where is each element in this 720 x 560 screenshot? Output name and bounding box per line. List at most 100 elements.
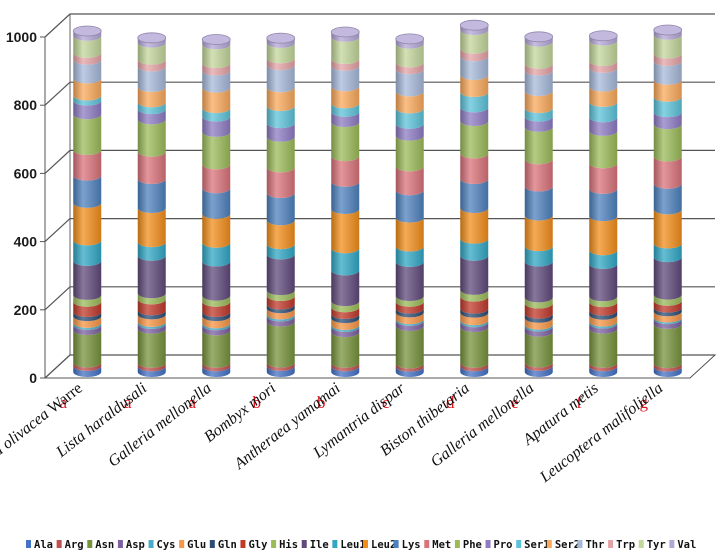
bar-segment-glu [524, 317, 553, 330]
bar-segment-trp [266, 58, 295, 71]
bar-segment-gln [589, 310, 618, 320]
bar-segment-val [73, 31, 102, 41]
bar-segment-tyr [395, 43, 424, 68]
legend-swatch [608, 540, 614, 548]
bar-top-cap [588, 30, 618, 42]
bar-segment-lys [331, 181, 360, 215]
group-letter: g [640, 393, 649, 412]
bar-segment-his [331, 301, 360, 313]
bar-segment-ile [589, 263, 618, 302]
bar-segment-tyr [653, 34, 682, 59]
bar-segment-ser2 [331, 86, 360, 109]
bar-segment-arg [73, 362, 102, 371]
bar-segment-his [73, 294, 102, 307]
bar-segment-met [202, 164, 231, 194]
bar-segment-asn [524, 331, 553, 368]
bar-segment-phe [266, 136, 295, 173]
legend-item-tyr: Tyr [638, 539, 666, 551]
x-tick-label: Antheraea yamamai [231, 380, 344, 474]
group-letter: a [59, 393, 67, 412]
bar-segment-asp [395, 320, 424, 331]
bar-segment-leu2 [73, 202, 102, 246]
bar-segment-lys [73, 175, 102, 208]
bar-segment-met [331, 156, 360, 187]
bar-segment-ala [202, 366, 231, 377]
bar-segment-gln [460, 308, 489, 318]
gridline [44, 13, 715, 38]
bar-segment-gly [460, 296, 489, 314]
bar-segment-trp [589, 61, 618, 73]
bar-segment-phe [460, 121, 489, 159]
bar-segment-leu2 [524, 215, 553, 252]
bar-segment-leu1 [653, 243, 682, 263]
y-axis-ticks: 0 200 400 600 800 1000 [6, 29, 45, 386]
legend-item-asp: Asp [117, 539, 145, 551]
bar-9 [588, 30, 618, 377]
bar-segment-ser2 [137, 86, 166, 108]
bar-segment-met [524, 159, 553, 192]
bar-segment-ser2 [653, 79, 682, 102]
legend-label: Met [432, 539, 451, 551]
bar-6 [395, 33, 425, 377]
bar-segment-met [653, 156, 682, 189]
bar-top-cap [330, 26, 360, 38]
bar-segment-glu [395, 312, 424, 325]
legend-item-trp: Trp [608, 539, 635, 551]
bar-segment-trp [460, 48, 489, 62]
bar-segment-leu2 [460, 207, 489, 244]
bar-segment-ile [331, 270, 360, 307]
bar-segment-phe [137, 119, 166, 157]
bar-segment-thr [73, 59, 102, 84]
bar-segment-gln [202, 311, 231, 322]
bar-segment-arg [202, 362, 231, 372]
bar-segment-tyr [137, 42, 166, 65]
bar-segment-thr [137, 66, 166, 92]
bar-segment-gln [524, 313, 553, 323]
legend-swatch [209, 540, 215, 548]
legend-item-his: His [271, 539, 298, 551]
bar-segment-ser2 [266, 87, 295, 112]
bar-segment-ala [73, 365, 102, 377]
bar-segment-ser2 [202, 87, 231, 114]
legend-label: Thr [585, 539, 604, 551]
legend-swatch [546, 540, 552, 548]
bar-segment-lys [524, 186, 553, 221]
bar-segment-asp [524, 326, 553, 337]
bar-segment-glu [73, 316, 102, 328]
bar-segment-phe [331, 122, 360, 162]
bar-segment-leu1 [395, 246, 424, 267]
legend-swatch [87, 540, 93, 548]
bar-segment-ile [653, 257, 682, 300]
gridline [44, 354, 715, 379]
bar-segment-ser1 [73, 95, 102, 106]
gridlines [44, 13, 715, 379]
bar-segment-arg [331, 362, 360, 372]
bar-segment-cys [653, 317, 682, 325]
bar-segment-trp [653, 53, 682, 67]
bar-segment-leu2 [653, 209, 682, 249]
bar-segment-cys [460, 320, 489, 328]
bar-segment-thr [589, 67, 618, 92]
legend-swatch [638, 540, 644, 548]
bar-segment-leu1 [460, 238, 489, 261]
legend-swatch [669, 540, 675, 548]
bar-segment-tyr [589, 40, 618, 67]
gridline [44, 149, 715, 174]
bar-segment-asn [653, 323, 682, 369]
bar-segment-glu [202, 316, 231, 329]
bar-segment-cys [73, 322, 102, 330]
legend-label: Leu1 [340, 539, 365, 551]
bar-segment-ser1 [524, 108, 553, 122]
bar-segment-gly [266, 295, 295, 310]
bar-top-cap [524, 31, 554, 43]
bar-segment-lys [653, 183, 682, 215]
bar-segment-asp [202, 325, 231, 336]
y-tick-label: 800 [14, 97, 38, 113]
bar-segment-glu [137, 314, 166, 327]
bar-segment-cys [137, 321, 166, 329]
bar-segment-his [589, 296, 618, 308]
bar-top-cap [72, 25, 102, 37]
bar-segment-thr [331, 65, 360, 92]
bar-top-cap [395, 33, 425, 45]
